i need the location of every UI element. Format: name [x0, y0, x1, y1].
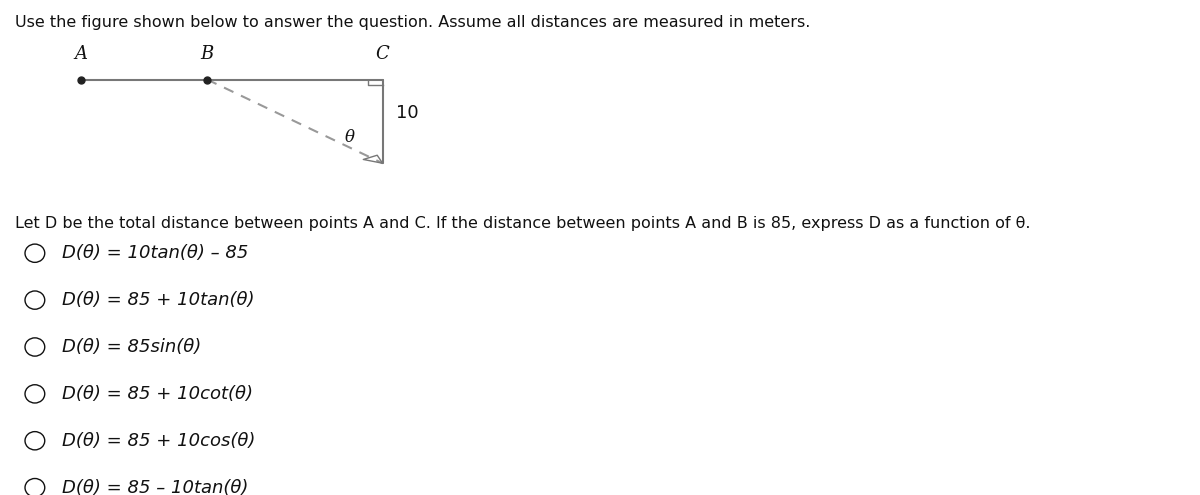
Text: D(θ) = 85 + 10cot(θ): D(θ) = 85 + 10cot(θ) [62, 385, 253, 403]
Text: 10: 10 [396, 104, 419, 122]
Text: Let D be the total distance between points A and C. If the distance between poin: Let D be the total distance between poin… [16, 215, 1031, 231]
Text: D(θ) = 10tan(θ) – 85: D(θ) = 10tan(θ) – 85 [62, 244, 248, 262]
Text: D(θ) = 85 – 10tan(θ): D(θ) = 85 – 10tan(θ) [62, 479, 248, 495]
Text: C: C [376, 45, 390, 63]
Text: D(θ) = 85 + 10cos(θ): D(θ) = 85 + 10cos(θ) [62, 432, 256, 450]
Text: θ: θ [346, 130, 355, 147]
Text: D(θ) = 85sin(θ): D(θ) = 85sin(θ) [62, 338, 202, 356]
Text: Use the figure shown below to answer the question. Assume all distances are meas: Use the figure shown below to answer the… [16, 15, 810, 30]
Text: A: A [74, 45, 88, 63]
Text: B: B [200, 45, 214, 63]
Text: D(θ) = 85 + 10tan(θ): D(θ) = 85 + 10tan(θ) [62, 291, 254, 309]
